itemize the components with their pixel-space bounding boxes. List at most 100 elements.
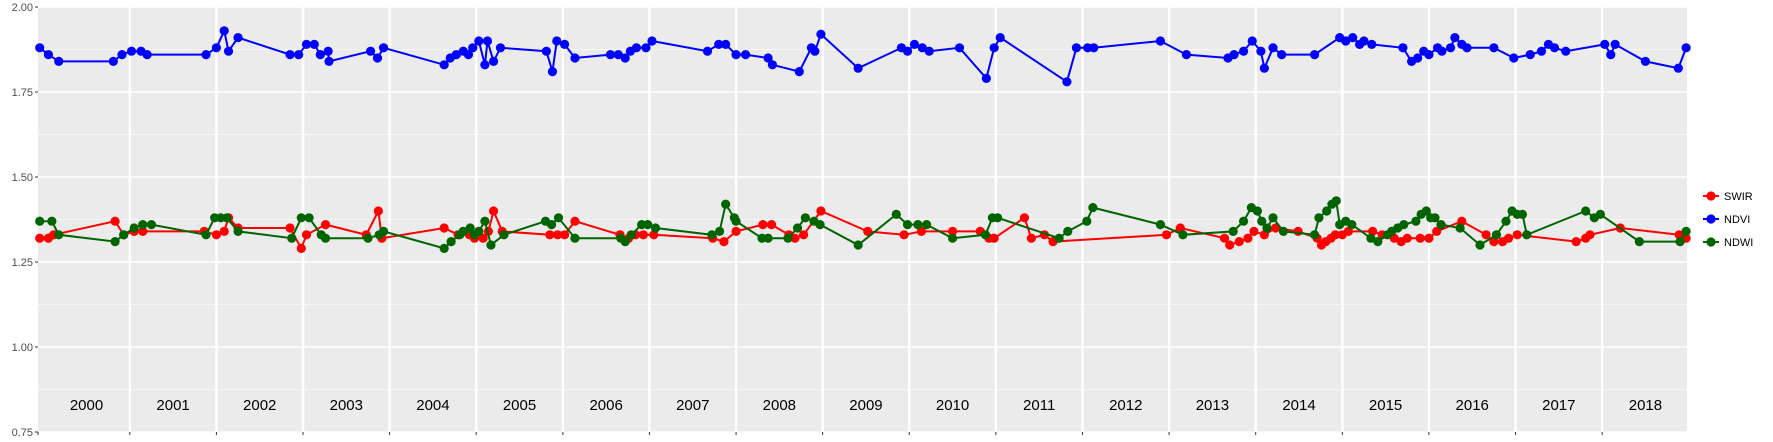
data-point-ndwi [1314,213,1324,223]
data-point-ndvi [767,60,778,70]
data-point-ndvi [1259,63,1269,73]
data-point-ndwi [499,230,509,240]
data-point-ndwi [1228,226,1238,236]
data-point-ndvi [559,39,570,50]
data-point-swir [219,226,229,236]
data-point-ndvi [294,50,304,60]
data-point-ndwi [643,220,653,230]
data-point-ndvi [451,50,461,60]
data-point-swir [719,237,729,247]
data-point-ndvi [309,39,319,50]
data-point-ndwi [853,240,863,250]
data-point-ndvi [378,43,389,53]
year-label: 2012 [1109,397,1142,414]
data-point-ndvi [1181,50,1192,60]
x-axis [37,432,1603,435]
data-point-ndwi [1581,206,1591,216]
data-point-ndwi [815,220,825,230]
data-point-ndwi [783,233,793,243]
data-point-swir [816,206,826,216]
data-point-ndwi [947,233,958,243]
data-point-swir [1415,233,1425,243]
data-point-ndwi [1399,220,1409,230]
data-point-ndwi [626,230,636,240]
data-point-ndvi [468,43,478,53]
data-point-ndwi [1054,233,1064,243]
data-point-ndvi [1071,43,1082,53]
data-point-ndwi [1178,230,1188,240]
data-point-ndvi [1277,50,1287,60]
data-point-swir [488,206,499,216]
year-label: 2018 [1629,397,1662,414]
data-point-ndwi [119,230,129,240]
data-point-swir [1019,213,1030,223]
data-point-ndwi [620,237,630,247]
data-point-ndwi [233,226,243,236]
data-point-ndvi [142,50,152,60]
data-point-ndwi [721,199,731,209]
data-point-ndvi [1413,53,1423,63]
data-point-ndvi [1247,36,1257,46]
data-point-ndvi [763,53,773,63]
data-point-ndwi [54,230,64,240]
data-point-ndwi [1430,213,1440,223]
data-point-ndwi [1268,213,1278,223]
data-point-swir [211,230,222,240]
data-point-ndwi [138,220,148,230]
data-point-ndvi [1359,36,1369,46]
data-point-ndvi [1462,43,1472,53]
data-point-ndvi [1348,33,1358,43]
data-point-ndvi [1549,43,1560,53]
data-point-ndvi [126,46,137,56]
data-point-ndvi [495,43,506,53]
data-point-ndvi [731,50,741,60]
legend: SWIR NDVI NDWI [1703,191,1753,249]
data-point-ndvi [463,50,474,60]
data-point-ndwi [1675,237,1685,247]
data-point-ndwi [800,213,810,223]
data-point-ndvi [702,46,713,56]
data-point-ndwi [378,226,389,236]
data-point-ndvi [981,73,991,83]
data-point-ndvi [794,67,804,77]
year-label: 2004 [416,397,449,414]
data-point-ndvi [816,29,826,39]
data-point-ndvi [1089,43,1099,53]
data-point-ndwi [1082,216,1092,226]
data-point-ndvi [1561,46,1571,56]
data-point-ndvi [1673,63,1683,73]
year-label: 2001 [156,397,189,414]
data-point-ndwi [1421,206,1431,216]
data-point-swir [1571,237,1581,247]
data-point-ndvi [223,46,234,56]
data-point-ndvi [201,50,211,60]
data-point-ndvi [43,50,53,60]
data-point-ndvi [552,36,562,46]
data-point-ndvi [211,43,222,53]
year-label: 2014 [1282,397,1315,414]
data-point-ndvi [488,56,499,66]
year-label: 2016 [1456,397,1489,414]
data-point-ndvi [1229,50,1239,60]
data-point-ndwi [201,230,211,240]
data-point-ndvi [324,56,334,66]
data-point-swir [1343,226,1353,236]
data-point-swir [1161,230,1172,240]
year-label: 2011 [1023,397,1055,414]
year-label: 2015 [1369,397,1402,414]
data-point-ndvi [1600,39,1610,50]
data-point-ndvi [1536,46,1547,56]
data-point-swir [570,216,580,226]
data-point-ndwi [35,216,45,226]
data-point-ndvi [1606,50,1616,60]
data-point-ndvi [1398,43,1408,53]
data-point-ndvi [1256,46,1266,56]
data-point-ndvi [474,36,484,46]
data-point-ndwi [1517,209,1528,219]
data-point-ndwi [439,243,449,253]
data-point-swir [766,220,777,230]
data-point-swir [439,223,449,233]
data-point-ndvi [1681,43,1691,53]
year-label: 2005 [503,397,536,414]
data-point-ndvi [1610,39,1620,50]
